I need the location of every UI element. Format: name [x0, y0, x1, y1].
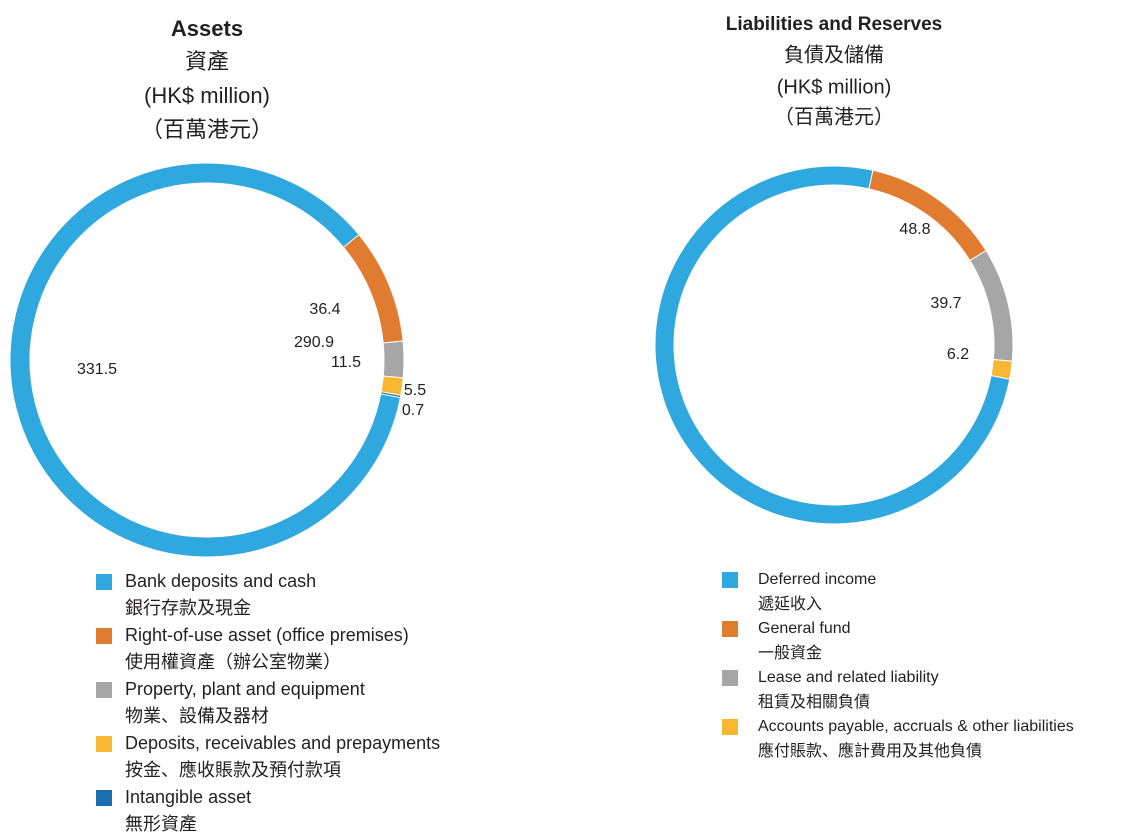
- donut-segment: [342, 233, 404, 344]
- legend-swatch: [96, 736, 112, 752]
- data-label: 48.8: [899, 221, 930, 238]
- data-label: 5.5: [404, 382, 426, 399]
- legend-label-zh: 無形資產: [125, 814, 197, 834]
- legend-label-zh: 使用權資產（辦公室物業）: [125, 652, 341, 672]
- chart-unit-zh: （百萬港元）: [774, 105, 894, 128]
- donut-segment: [969, 249, 1014, 362]
- legend-label-zh: 遞延收入: [758, 595, 822, 613]
- legend-swatch: [96, 790, 112, 806]
- legend-label: General fund: [758, 620, 851, 637]
- data-label: 39.7: [930, 295, 961, 312]
- legend-swatch: [722, 719, 738, 735]
- donut-segment: [654, 165, 1011, 525]
- legend-label-zh: 一般資金: [758, 644, 822, 662]
- legend-swatch: [722, 621, 738, 637]
- legend-label: Accounts payable, accruals & other liabi…: [758, 718, 1074, 735]
- data-label: 11.5: [331, 354, 361, 371]
- chart-unit: (HK$ million): [777, 76, 891, 98]
- legend-swatch: [96, 574, 112, 590]
- donut-segment: [868, 169, 987, 262]
- donut-segment: [9, 162, 401, 558]
- data-label: 331.5: [77, 361, 117, 378]
- legend-label-zh: 按金、應收賬款及預付款項: [125, 759, 341, 780]
- legend-label-zh: 物業、設備及器材: [125, 706, 269, 726]
- chart-title: Assets: [171, 16, 243, 41]
- legend-label: Lease and related liability: [758, 669, 939, 686]
- legend-swatch: [96, 628, 112, 644]
- legend-label: Property, plant and equipment: [125, 679, 365, 699]
- chart-unit-zh: （百萬港元）: [141, 117, 273, 142]
- legend-swatch: [722, 670, 738, 686]
- legend-swatch: [96, 682, 112, 698]
- legend-label: Bank deposits and cash: [125, 571, 316, 591]
- legend-label: Right-of-use asset (office premises): [125, 625, 409, 645]
- data-label: 36.4: [309, 301, 340, 318]
- chart-unit: (HK$ million): [144, 83, 270, 108]
- legend-label-zh: 租賃及相關負債: [758, 693, 870, 711]
- legend-label-zh: 銀行存款及現金: [125, 598, 251, 618]
- donut-segment: [990, 358, 1013, 380]
- data-label: 6.2: [947, 346, 969, 363]
- legend-label: Deferred income: [758, 571, 876, 588]
- legend-label-zh: 應付賬款、應計費用及其他負債: [758, 741, 982, 760]
- data-label: 0.7: [402, 402, 424, 419]
- legend-swatch: [722, 572, 738, 588]
- donut-segment: [382, 340, 405, 379]
- chart-subtitle: 資產: [185, 49, 229, 74]
- legend-label: Deposits, receivables and prepayments: [125, 733, 440, 753]
- chart-subtitle: 負債及儲備: [784, 43, 884, 66]
- data-label: 290.9: [294, 334, 334, 351]
- legend-label: Intangible asset: [125, 787, 251, 807]
- donut-segment: [380, 391, 402, 399]
- chart-title: Liabilities and Reserves: [726, 14, 943, 35]
